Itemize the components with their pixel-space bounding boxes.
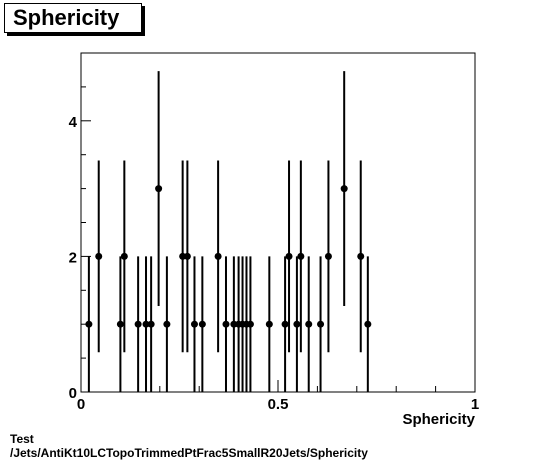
point-marker xyxy=(305,320,313,328)
chart-title-box: Sphericity xyxy=(4,3,142,33)
point-marker xyxy=(142,320,150,328)
point-marker xyxy=(120,252,128,260)
footer-path-label: /Jets/AntiKt10LCTopoTrimmedPtFrac5SmallR… xyxy=(10,446,368,460)
point-marker xyxy=(155,185,163,193)
data-point xyxy=(155,71,163,307)
point-marker xyxy=(246,320,254,328)
axis-labels: 0 0.5 1 0 2 4 Sphericity xyxy=(69,114,480,428)
data-point xyxy=(147,256,155,392)
data-point xyxy=(324,160,332,353)
point-marker xyxy=(85,320,93,328)
data-marks xyxy=(85,71,372,392)
data-point xyxy=(340,71,348,307)
point-marker xyxy=(265,320,273,328)
point-marker xyxy=(285,252,293,260)
point-marker xyxy=(116,320,124,328)
chart-title: Sphericity xyxy=(13,5,120,30)
data-point xyxy=(163,256,171,392)
data-point xyxy=(317,256,325,392)
data-point xyxy=(281,256,289,392)
data-point xyxy=(214,160,222,353)
data-point xyxy=(85,256,93,392)
data-point xyxy=(364,256,372,392)
point-marker xyxy=(364,320,372,328)
y-tick-label: 2 xyxy=(69,249,77,266)
data-point xyxy=(222,256,230,392)
point-marker xyxy=(147,320,155,328)
plot-frame xyxy=(80,52,476,393)
point-marker xyxy=(190,320,198,328)
x-tick-label: 0 xyxy=(77,396,85,413)
point-marker xyxy=(317,320,325,328)
data-point xyxy=(285,160,293,353)
point-marker xyxy=(214,252,222,260)
x-tick-label: 1 xyxy=(471,396,479,413)
data-point xyxy=(183,160,191,353)
x-axis-label: Sphericity xyxy=(402,411,475,428)
point-marker xyxy=(134,320,142,328)
point-marker xyxy=(281,320,289,328)
data-point xyxy=(190,256,198,392)
point-marker xyxy=(324,252,332,260)
point-marker xyxy=(222,320,230,328)
data-point xyxy=(246,256,254,392)
point-marker xyxy=(340,185,348,193)
footer-test-label: Test xyxy=(10,432,34,446)
data-point xyxy=(95,160,103,353)
data-point xyxy=(297,160,305,353)
point-marker xyxy=(297,252,305,260)
data-point xyxy=(134,256,142,392)
axis-ticks xyxy=(80,52,476,393)
point-marker xyxy=(163,320,171,328)
data-point xyxy=(142,256,150,392)
x-tick-label: 0.5 xyxy=(268,396,289,413)
y-tick-label: 4 xyxy=(69,114,78,131)
point-marker xyxy=(198,320,206,328)
data-point xyxy=(357,160,365,353)
y-tick-label: 0 xyxy=(69,385,77,402)
data-point xyxy=(198,256,206,392)
point-marker xyxy=(183,252,191,260)
data-point xyxy=(305,256,313,392)
point-marker xyxy=(293,320,301,328)
data-point xyxy=(116,256,124,392)
data-point xyxy=(293,256,301,392)
point-marker xyxy=(95,252,103,260)
data-point xyxy=(120,160,128,353)
data-point xyxy=(265,256,273,392)
point-marker xyxy=(357,252,365,260)
